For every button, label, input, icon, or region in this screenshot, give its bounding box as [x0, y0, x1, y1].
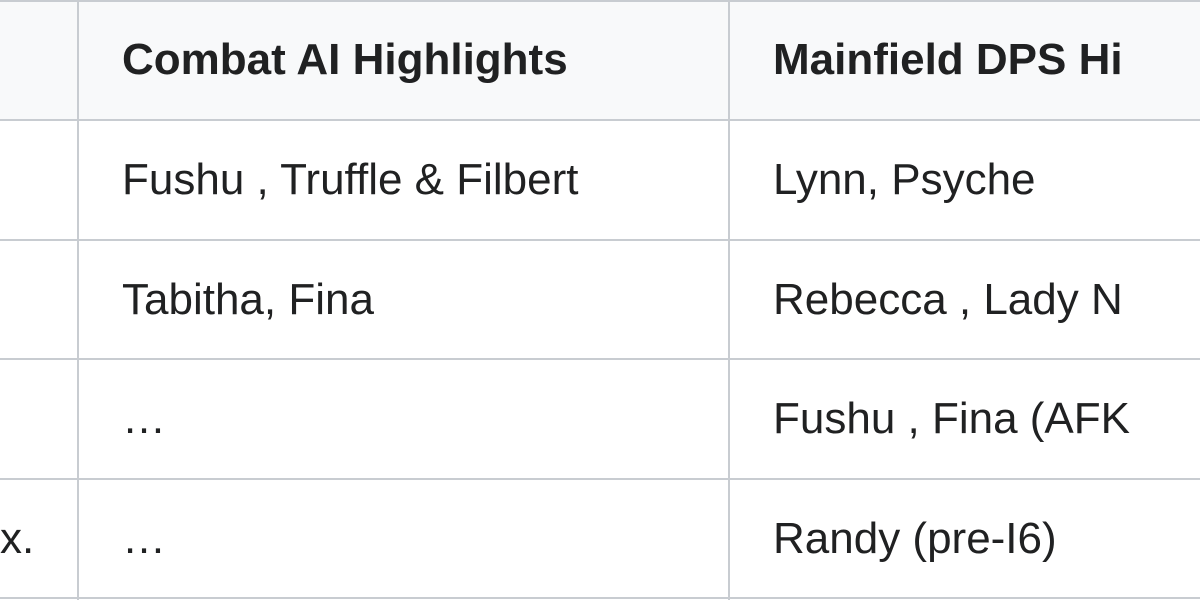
- header-cell: Mainfield DPS Hi: [773, 35, 1123, 84]
- table-cell: Fushu , Truffle & Filbert: [122, 155, 579, 204]
- table-cell: Lynn, Psyche: [773, 155, 1036, 204]
- header-row: [0, 0, 1200, 120]
- row-border: [0, 358, 1200, 360]
- column-border: [728, 0, 730, 600]
- table-cell: Rebecca , Lady N: [773, 275, 1123, 324]
- table-cell: Fushu , Fina (AFK: [773, 394, 1131, 443]
- table-cell: …: [122, 394, 166, 443]
- row-border: [0, 119, 1200, 121]
- table-cell: Randy (pre-I6): [773, 514, 1057, 563]
- row-border: [0, 478, 1200, 480]
- row-border: [0, 0, 1200, 2]
- row-border: [0, 597, 1200, 599]
- table-cell: …: [122, 514, 166, 563]
- header-cell: Combat AI Highlights: [122, 35, 568, 84]
- column-border: [77, 0, 79, 600]
- table-cell: x.: [0, 514, 35, 563]
- row-border: [0, 239, 1200, 241]
- table-cell: Tabitha, Fina: [122, 275, 374, 324]
